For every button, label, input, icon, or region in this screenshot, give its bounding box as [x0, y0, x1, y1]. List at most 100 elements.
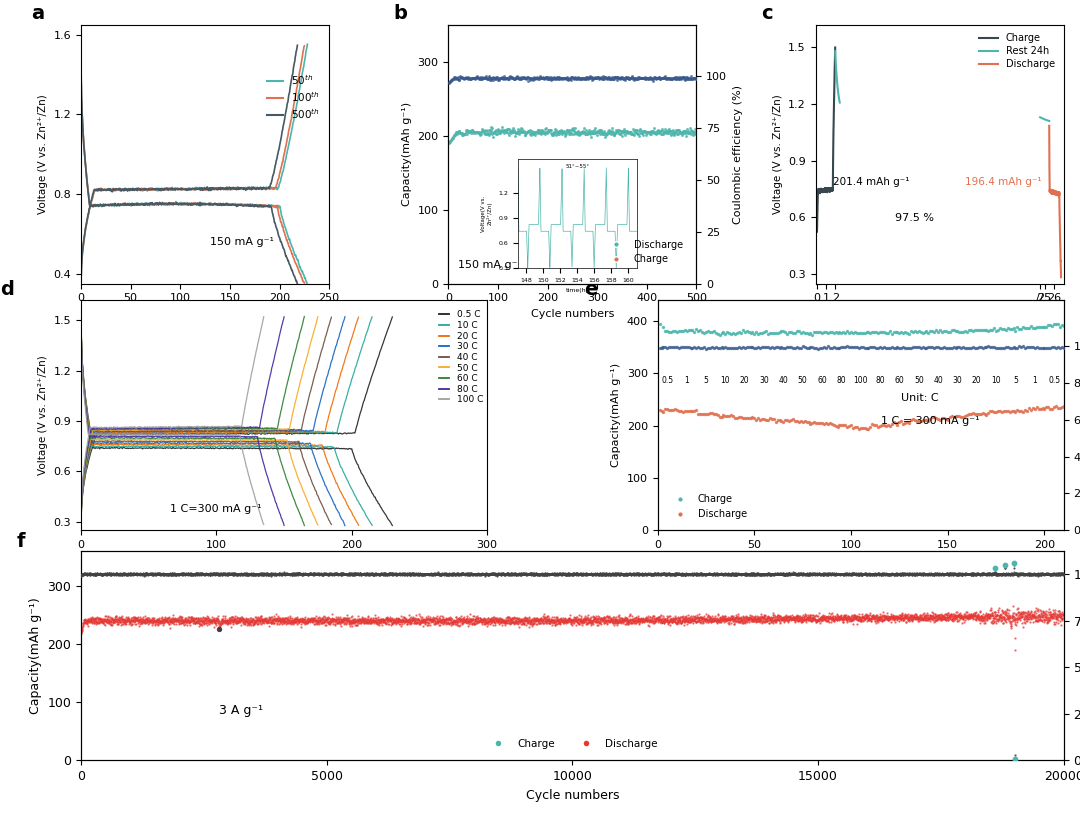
Point [975, 607, 993, 621]
Point [747, 413, 765, 426]
Point [570, 126, 588, 139]
Point [636, 567, 653, 580]
Point [744, 410, 761, 423]
Point [896, 610, 914, 623]
Point [144, 568, 161, 581]
Point [248, 617, 266, 630]
Point [522, 568, 539, 581]
Point [1004, 568, 1022, 581]
Point [95, 567, 112, 580]
Point [713, 613, 730, 626]
Point [442, 568, 459, 581]
Point [791, 567, 808, 580]
Point [186, 616, 203, 630]
Point [518, 126, 536, 139]
Point [997, 567, 1014, 580]
Point [622, 568, 639, 581]
Point [1018, 614, 1036, 627]
Point [862, 420, 879, 433]
Point [687, 72, 704, 85]
Point [625, 128, 643, 141]
Point [204, 568, 221, 581]
Point [186, 567, 203, 580]
Point [936, 612, 954, 626]
Point [205, 567, 222, 580]
Point [606, 616, 623, 629]
Point [113, 612, 131, 626]
Point [1047, 617, 1064, 630]
Point [1017, 609, 1035, 622]
Point [646, 568, 663, 581]
Point [1041, 567, 1058, 580]
Point [603, 612, 620, 625]
Point [349, 567, 366, 580]
Point [912, 611, 929, 624]
Point [964, 612, 982, 625]
Point [190, 568, 207, 581]
Point [714, 612, 731, 626]
Point [882, 616, 900, 629]
Point [416, 615, 433, 628]
Point [681, 568, 699, 581]
Point [978, 613, 996, 626]
Point [167, 568, 185, 581]
Point [583, 567, 600, 580]
Point [428, 609, 445, 622]
Point [268, 567, 285, 580]
Point [350, 614, 367, 627]
Point [783, 567, 800, 580]
Point [262, 611, 280, 624]
Point [555, 567, 572, 580]
Point [518, 567, 536, 580]
Point [759, 610, 777, 623]
Point [918, 341, 935, 354]
Point [919, 607, 936, 620]
Point [1015, 606, 1032, 619]
Point [549, 568, 566, 581]
Point [215, 567, 232, 580]
Point [176, 568, 193, 581]
Point [510, 568, 527, 581]
Point [704, 612, 721, 626]
Point [126, 612, 144, 626]
Point [501, 611, 518, 624]
Point [599, 568, 617, 581]
Point [679, 567, 697, 580]
Point [917, 609, 934, 622]
Point [296, 617, 313, 630]
Point [416, 616, 433, 629]
Point [99, 567, 117, 580]
Point [867, 612, 885, 625]
Point [1008, 609, 1025, 622]
Point [137, 568, 154, 581]
Point [543, 616, 561, 629]
Point [1007, 615, 1024, 628]
Point [480, 611, 497, 624]
Point [443, 567, 460, 580]
Point [523, 616, 540, 629]
Point [516, 128, 534, 141]
Point [242, 615, 259, 628]
Point [612, 615, 630, 628]
Point [644, 72, 661, 85]
Point [748, 567, 766, 580]
Point [148, 567, 165, 580]
Point [696, 567, 713, 580]
Point [889, 340, 906, 353]
Point [427, 568, 444, 581]
Point [327, 610, 345, 623]
Point [891, 567, 908, 580]
Point [570, 614, 588, 627]
Point [148, 612, 165, 626]
Point [792, 568, 809, 581]
Point [80, 615, 97, 628]
Point [937, 612, 955, 626]
Point [798, 415, 815, 428]
Point [674, 127, 691, 140]
Point [670, 616, 687, 629]
Point [619, 126, 636, 139]
Point [1040, 568, 1057, 581]
Point [672, 568, 689, 581]
Point [607, 123, 624, 136]
Point [791, 612, 808, 626]
